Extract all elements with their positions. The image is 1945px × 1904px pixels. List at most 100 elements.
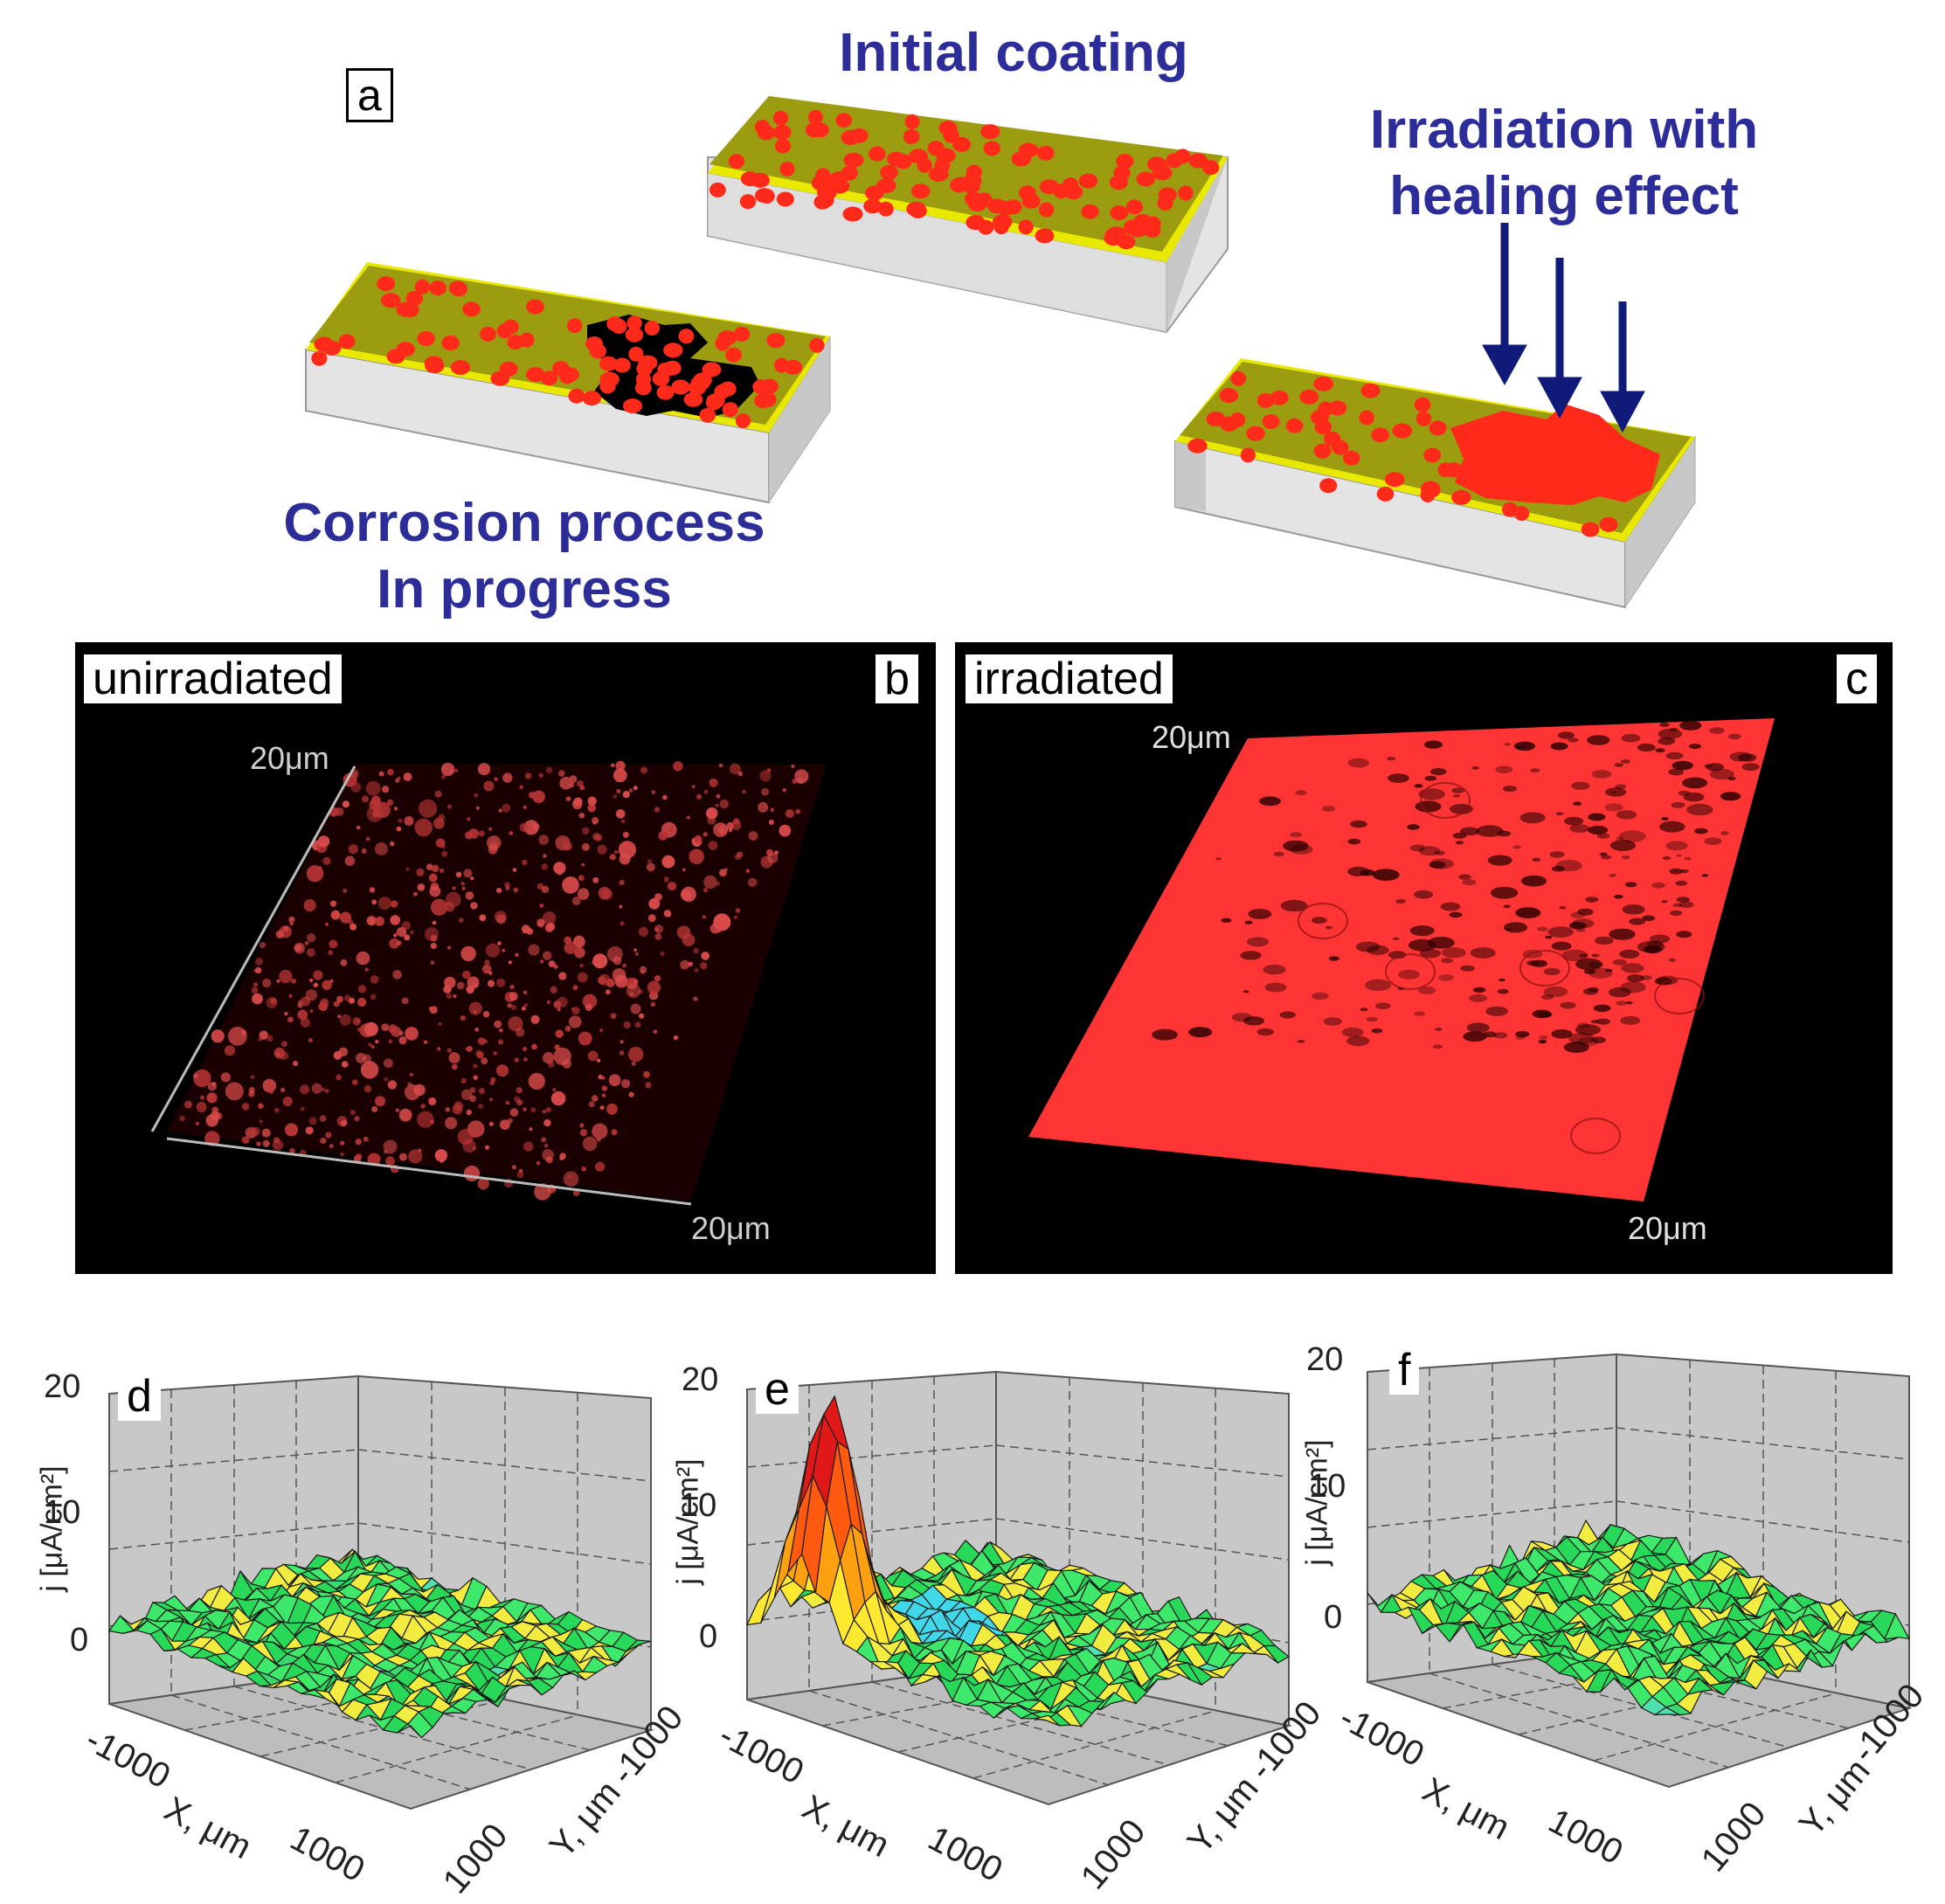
dark-spot xyxy=(1594,936,1614,945)
inhibitor-dot xyxy=(1285,418,1304,433)
particle xyxy=(579,785,585,791)
particle xyxy=(794,769,809,784)
inhibitor-dot xyxy=(1202,160,1220,176)
dark-spot xyxy=(1347,838,1361,845)
particle xyxy=(434,790,442,798)
inhibitor-dot xyxy=(1035,228,1055,244)
particle xyxy=(622,791,630,799)
particle xyxy=(196,1102,207,1112)
corrosion-label-line2: In progress xyxy=(377,559,672,620)
dark-spot xyxy=(1515,1035,1526,1040)
particle xyxy=(428,873,438,883)
dark-spot xyxy=(1455,841,1464,845)
dark-spot xyxy=(1407,824,1420,830)
particle xyxy=(613,956,622,966)
particle xyxy=(195,1121,199,1125)
inhibitor-dot xyxy=(377,276,396,292)
particle xyxy=(682,868,686,872)
particle xyxy=(365,780,381,796)
dark-spot xyxy=(1555,860,1582,872)
unirradiated-tag: unirradiated xyxy=(84,654,342,703)
particle xyxy=(663,876,669,883)
particle xyxy=(633,786,638,791)
dark-spot xyxy=(1188,1027,1213,1038)
particle xyxy=(505,886,510,890)
particle xyxy=(508,960,512,965)
particle xyxy=(658,831,668,841)
particle xyxy=(559,1153,566,1160)
particle xyxy=(322,980,332,990)
dark-spot xyxy=(1459,827,1480,836)
dark-spot xyxy=(1727,733,1741,740)
particle xyxy=(473,1063,478,1069)
particle xyxy=(305,989,317,1001)
inhibitor-dot xyxy=(894,154,912,170)
dark-spot xyxy=(1435,1028,1443,1031)
particle xyxy=(410,930,414,935)
particle xyxy=(523,805,527,809)
particle xyxy=(289,922,294,926)
particle xyxy=(486,769,491,774)
particle xyxy=(470,876,474,881)
particle xyxy=(252,993,263,1005)
dark-spot xyxy=(1493,1032,1508,1039)
particle xyxy=(716,793,721,799)
particle xyxy=(350,782,362,793)
dark-spot xyxy=(1495,765,1513,773)
inhibitor-dot xyxy=(1443,462,1464,478)
particle xyxy=(761,787,769,796)
dark-spot xyxy=(1538,1035,1548,1040)
inhibitor-dot xyxy=(950,177,969,193)
dark-spot xyxy=(1682,777,1708,789)
particle xyxy=(661,855,675,869)
particle xyxy=(791,764,795,769)
particle xyxy=(317,835,330,848)
particle xyxy=(474,793,479,798)
dark-spot xyxy=(1683,793,1705,802)
particle xyxy=(360,1061,379,1079)
particle xyxy=(469,1087,476,1094)
crater-ring xyxy=(1298,903,1348,939)
dark-spot xyxy=(1709,727,1725,734)
dark-spot xyxy=(1568,1033,1595,1044)
particle xyxy=(465,891,474,900)
particle xyxy=(290,917,294,921)
particle xyxy=(543,951,552,960)
inhibitor-dot xyxy=(733,327,751,342)
particle xyxy=(440,774,446,779)
particle xyxy=(564,941,577,954)
particle xyxy=(578,1031,592,1046)
particle xyxy=(300,1017,310,1028)
inhibitor-dot xyxy=(526,299,544,315)
particle xyxy=(553,862,566,875)
particle xyxy=(345,915,350,919)
particle xyxy=(460,1089,473,1100)
particle xyxy=(619,879,625,886)
particle xyxy=(424,927,439,941)
particle xyxy=(465,1047,470,1051)
particle xyxy=(206,1092,218,1104)
particle xyxy=(428,1097,437,1105)
dark-spot xyxy=(1595,1018,1610,1025)
particle xyxy=(445,891,461,908)
inhibitor-dot xyxy=(699,407,716,423)
particle xyxy=(493,1051,498,1056)
particle xyxy=(280,1087,286,1093)
dark-spot xyxy=(1397,969,1421,980)
inhibitor-dot xyxy=(709,182,726,197)
particle xyxy=(309,978,314,983)
particle xyxy=(647,980,661,994)
dark-spot xyxy=(1616,1000,1627,1006)
inhibitor-dot xyxy=(776,191,794,207)
particle xyxy=(389,938,400,949)
dark-spot xyxy=(1256,1028,1274,1036)
inhibitor-dot xyxy=(613,357,631,373)
dark-spot xyxy=(1550,742,1568,751)
inhibitor-dot xyxy=(842,206,863,222)
particle xyxy=(468,1001,482,1015)
dark-spot xyxy=(1665,841,1688,851)
dark-spot xyxy=(1290,832,1302,838)
dark-spot xyxy=(1513,741,1535,751)
z-tick-20: 20 xyxy=(1306,1341,1344,1378)
inhibitor-dot xyxy=(735,413,751,428)
